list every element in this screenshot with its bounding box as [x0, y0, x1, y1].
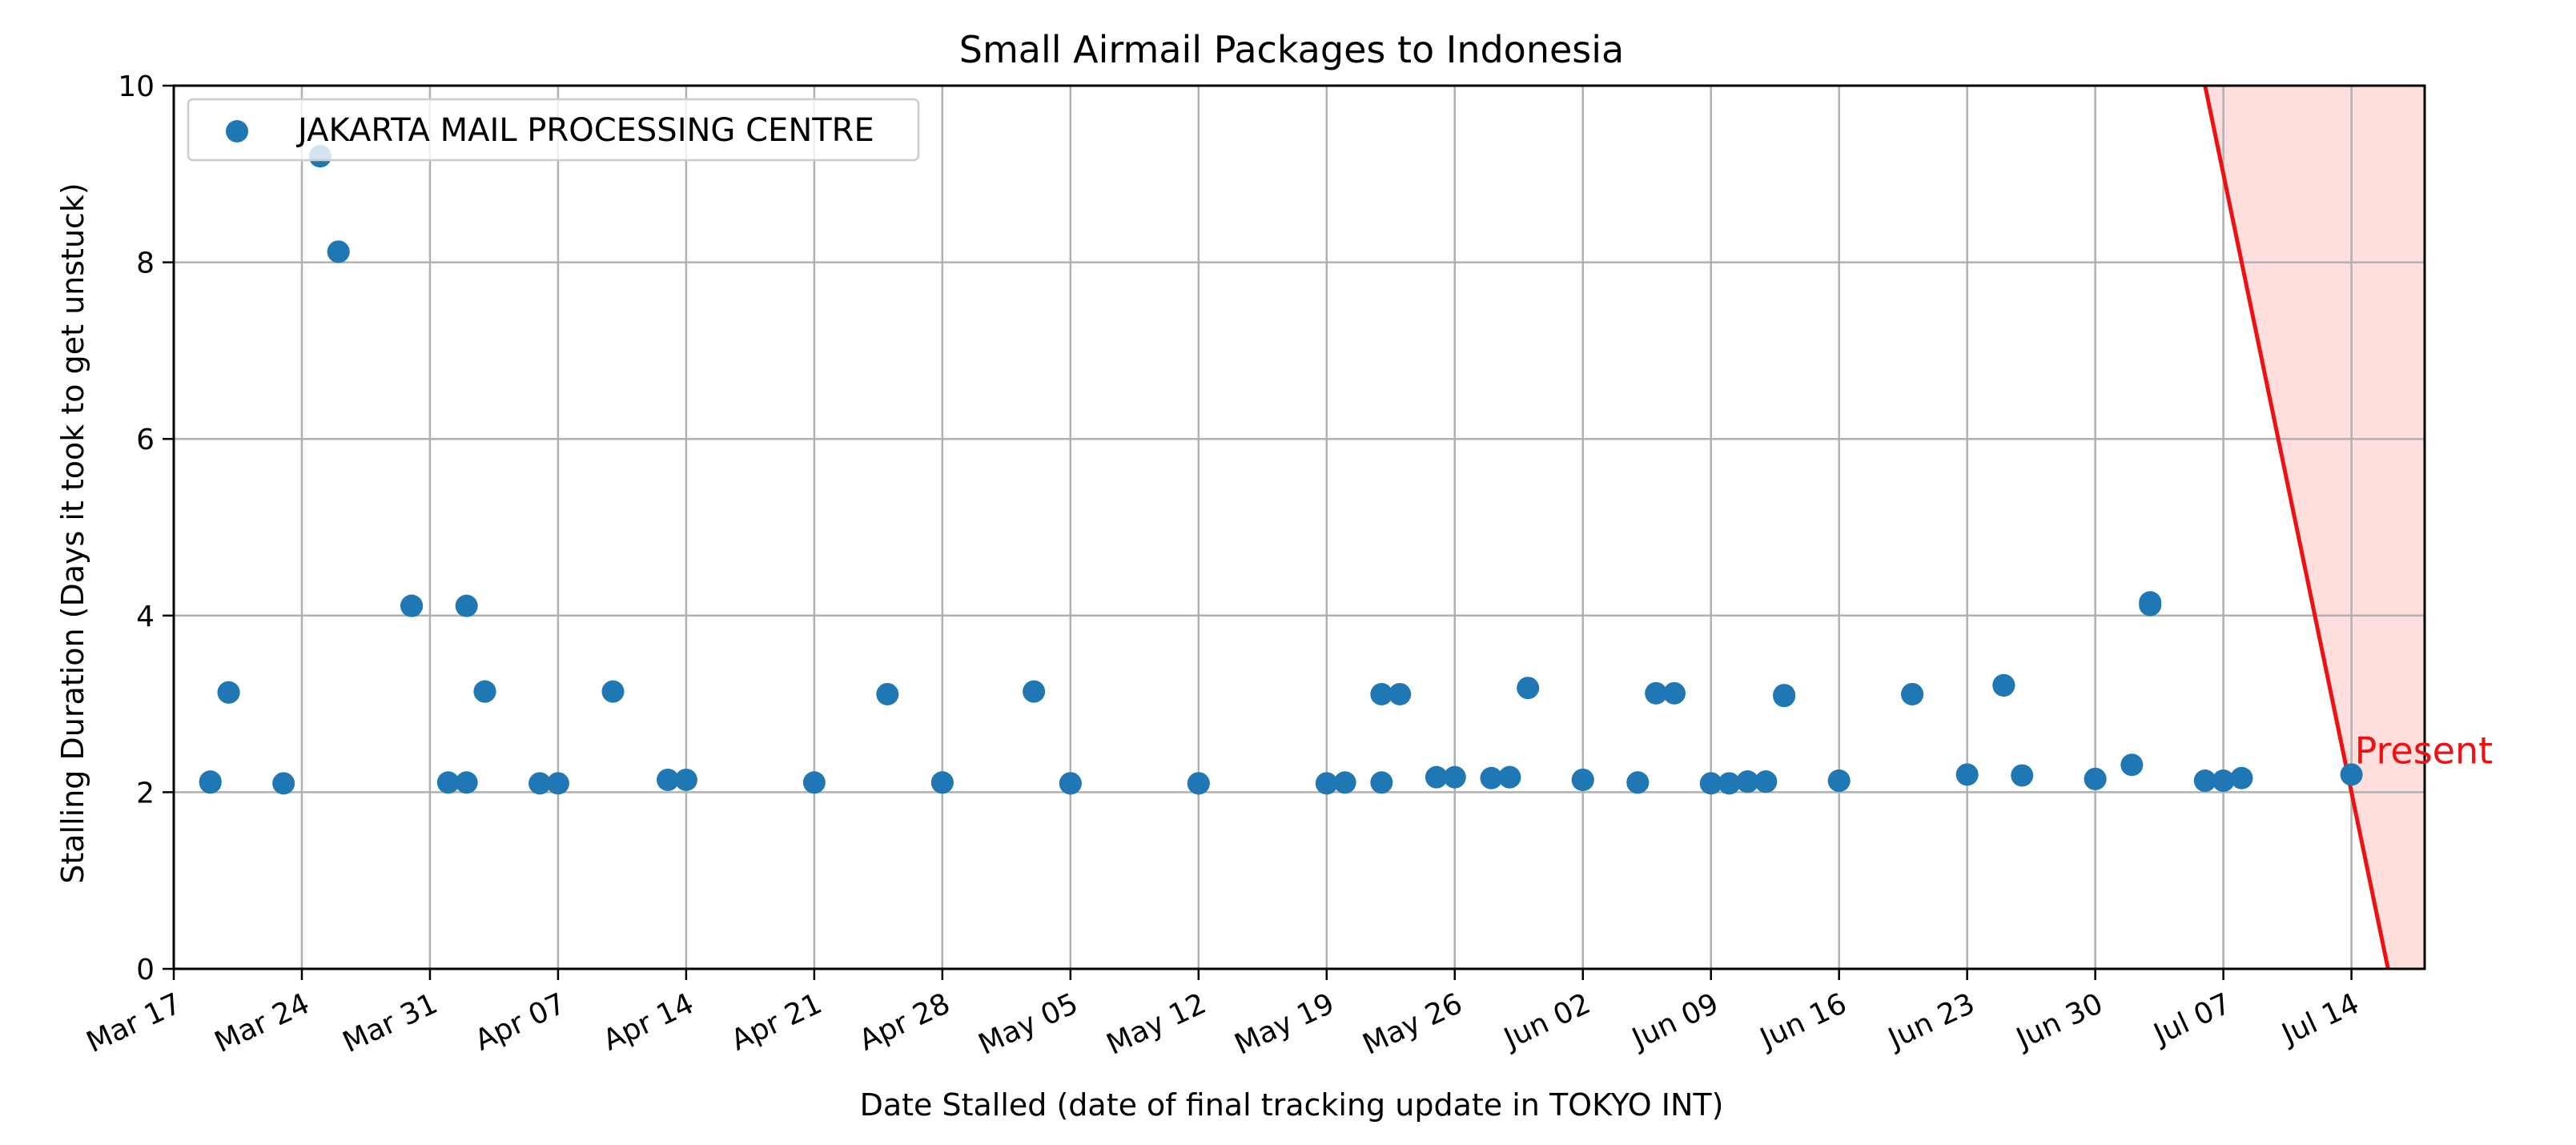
data-point — [1023, 680, 1046, 703]
x-tick-label: Jun 16 — [1754, 987, 1851, 1056]
x-tick-label: Mar 17 — [82, 987, 187, 1059]
legend: JAKARTA MAIL PROCESSING CENTRE — [187, 98, 920, 162]
data-point — [657, 768, 680, 791]
x-tick-label: Jun 09 — [1626, 987, 1723, 1056]
data-point — [1992, 673, 2015, 697]
data-point — [1059, 772, 1082, 795]
data-point — [2120, 753, 2144, 777]
data-point — [528, 772, 552, 795]
data-point — [1645, 681, 1668, 705]
x-tick-label: May 05 — [974, 987, 1083, 1062]
y-tick-label: 4 — [136, 601, 155, 633]
data-point — [2193, 769, 2216, 793]
data-point — [1718, 772, 1741, 795]
data-point — [400, 594, 424, 617]
x-tick-label: Jul 14 — [2276, 987, 2364, 1052]
plot-frame — [172, 84, 2426, 970]
data-point — [1901, 682, 1924, 705]
data-point — [1333, 771, 1356, 794]
data-point — [2139, 593, 2162, 617]
data-point — [1773, 685, 1796, 708]
x-tick-label: Mar 31 — [338, 987, 443, 1059]
x-tick-label: Jun 23 — [1882, 987, 1979, 1056]
chart-title: Small Airmail Packages to Indonesia — [959, 28, 1624, 71]
x-tick-label: Mar 24 — [210, 987, 315, 1059]
y-tick-label: 6 — [136, 424, 155, 456]
future-shaded-region — [2204, 86, 2425, 969]
data-point — [674, 768, 697, 791]
data-point — [473, 680, 496, 703]
x-tick-label: Apr 14 — [598, 987, 699, 1058]
data-point — [1754, 770, 1778, 793]
x-tick-label: Jun 02 — [1498, 987, 1596, 1056]
x-tick-label: May 26 — [1358, 987, 1468, 1062]
data-point — [1736, 770, 1759, 793]
data-point — [1443, 765, 1466, 789]
data-point — [1315, 772, 1338, 795]
data-point — [1699, 772, 1722, 795]
data-point — [199, 770, 222, 793]
legend-marker — [226, 120, 248, 143]
x-tick-label: Apr 28 — [854, 987, 955, 1058]
data-point — [802, 771, 826, 794]
x-axis-label: Date Stalled (date of final tracking upd… — [860, 1087, 1724, 1123]
data-point — [1480, 766, 1503, 789]
data-point — [1498, 765, 1521, 789]
x-tick-label: Apr 21 — [726, 987, 827, 1058]
y-tick-label: 8 — [136, 247, 155, 280]
y-axis-label: Stalling Duration (Days it took to get u… — [55, 183, 90, 884]
data-point — [1370, 682, 1393, 705]
data-point — [436, 771, 460, 794]
data-point — [272, 772, 295, 795]
x-tick-label: Jul 07 — [2148, 987, 2236, 1052]
data-point — [1827, 769, 1851, 793]
data-point — [930, 771, 954, 794]
data-point — [2011, 764, 2034, 787]
data-point — [2084, 767, 2107, 790]
y-tick-label: 2 — [136, 777, 155, 810]
data-point — [2230, 766, 2253, 789]
data-point — [1517, 677, 1540, 700]
data-point — [455, 594, 478, 617]
data-point — [2340, 763, 2363, 786]
data-point — [1425, 765, 1448, 789]
data-point — [217, 681, 240, 704]
data-point — [2212, 769, 2235, 793]
data-point — [546, 772, 569, 795]
data-point — [601, 680, 625, 703]
data-point — [1388, 682, 1412, 705]
data-point — [1663, 681, 1686, 705]
x-tick-label: Apr 07 — [470, 987, 571, 1058]
data-point — [327, 240, 350, 263]
y-tick-label: 0 — [136, 954, 155, 986]
legend-label: JAKARTA MAIL PROCESSING CENTRE — [295, 112, 874, 149]
legend-box — [187, 98, 920, 162]
data-point — [876, 682, 899, 705]
data-point — [1571, 768, 1594, 791]
x-tick-label: May 19 — [1230, 987, 1340, 1062]
x-tick-label: May 12 — [1102, 987, 1212, 1062]
data-point — [1955, 763, 1979, 786]
data-point — [1370, 771, 1393, 794]
x-tick-label: Jun 30 — [2010, 987, 2108, 1056]
y-tick-label: 10 — [118, 70, 155, 103]
data-point — [1187, 772, 1210, 795]
present-line — [2203, 85, 2390, 970]
data-point — [455, 771, 478, 794]
present-label: Present — [2355, 729, 2494, 772]
data-point — [1626, 771, 1650, 794]
